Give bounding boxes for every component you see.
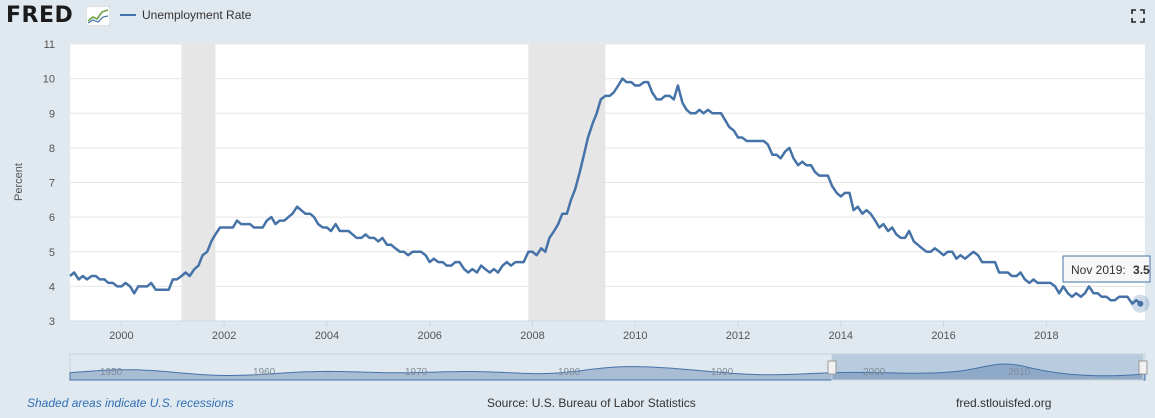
chart-header: FRED Unemployment Rate xyxy=(0,0,1155,32)
source-note: Source: U.S. Bureau of Labor Statistics xyxy=(487,396,696,410)
navigator-tick-label: 2010 xyxy=(1008,367,1031,378)
navigator-handle-right[interactable] xyxy=(1138,360,1148,375)
y-tick-label: 11 xyxy=(44,39,55,51)
tooltip-box xyxy=(1062,255,1151,283)
x-tick-label: 2004 xyxy=(315,330,339,342)
x-tick-label: 2014 xyxy=(829,330,853,342)
x-tick-label: 2000 xyxy=(109,330,133,342)
y-tick-label: 3 xyxy=(49,316,55,328)
y-axis-title: Percent xyxy=(13,163,25,201)
x-tick-label: 2016 xyxy=(931,330,955,342)
y-tick-label: 7 xyxy=(49,178,55,190)
navigator-tick-label: 1960 xyxy=(253,367,276,378)
x-tick-label: 2012 xyxy=(726,330,750,342)
legend: Unemployment Rate xyxy=(120,8,251,22)
y-tick-label: 5 xyxy=(49,247,55,259)
site-url: fred.stlouisfed.org xyxy=(956,396,1052,410)
y-tick-label: 9 xyxy=(49,108,55,120)
navigator-tick-label: 1990 xyxy=(711,367,734,378)
chart-footer: Shaded areas indicate U.S. recessions So… xyxy=(0,396,1155,414)
hover-point[interactable] xyxy=(1137,300,1144,307)
navigator-tick-label: 1970 xyxy=(405,367,428,378)
line-chart: 2000 2002 2004 2006 2008 2010 2012 2014 2016 2018… xyxy=(13,39,1151,381)
x-tick-label: 2018 xyxy=(1034,330,1058,342)
y-tick-label: 6 xyxy=(49,212,55,224)
fred-logo-graph-icon xyxy=(86,6,110,26)
recession-note-link[interactable]: Shaded areas indicate U.S. recessions xyxy=(27,396,234,410)
series-line-unemployment-rate xyxy=(69,77,1142,305)
navigator-tick-label: 1950 xyxy=(100,367,123,378)
tooltip: Nov 2019: 3.5 xyxy=(1062,255,1151,283)
x-tick-label: 2008 xyxy=(520,330,544,342)
tooltip-value: 3.5 xyxy=(1133,263,1150,277)
navigator-selection[interactable] xyxy=(831,353,1144,381)
fullscreen-icon[interactable] xyxy=(1131,9,1145,23)
navigator-handle-left[interactable] xyxy=(827,360,837,375)
y-tick-label: 8 xyxy=(49,143,55,155)
y-tick-label: 10 xyxy=(43,74,55,86)
tooltip-date: Nov 2019: xyxy=(1071,263,1126,277)
legend-swatch xyxy=(120,14,136,16)
x-tick-label: 2002 xyxy=(212,330,236,342)
fred-logo[interactable]: FRED xyxy=(6,3,74,28)
navigator-tick-label: 1980 xyxy=(558,367,581,378)
y-tick-label: 4 xyxy=(49,281,55,293)
legend-label: Unemployment Rate xyxy=(142,8,252,22)
navigator-tick-label: 2000 xyxy=(863,367,886,378)
svg-text:Nov 2019: 3.5: Nov 2019: 3.5 xyxy=(1071,263,1150,277)
navigator-series-area xyxy=(69,363,1146,381)
x-tick-label: 2010 xyxy=(623,330,647,342)
x-tick-label: 2006 xyxy=(417,330,441,342)
navigator[interactable]: 1950 1960 1970 1980 1990 2000 2010 xyxy=(69,353,1148,381)
